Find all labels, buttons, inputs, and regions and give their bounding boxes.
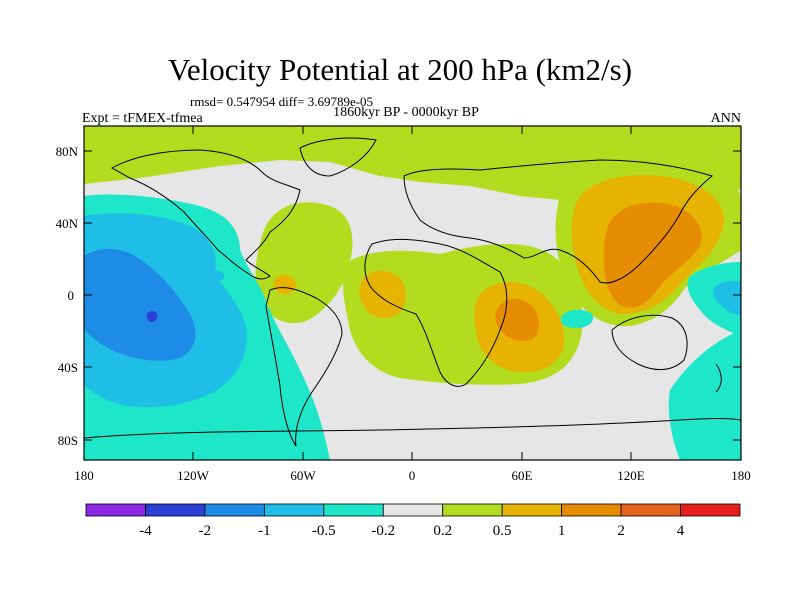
colorbar-label: 0.2	[433, 523, 452, 539]
colorbar-swatch	[620, 503, 681, 517]
colorbar-swatch	[145, 503, 206, 517]
lat-label: 80S	[58, 433, 78, 448]
contour-negative-east-pacific-right	[687, 262, 741, 336]
rmsd-stats: rmsd= 0.547954 diff= 3.69789e-05	[190, 94, 374, 109]
lat-label: 80N	[56, 144, 79, 159]
colorbar-swatch	[85, 503, 146, 517]
experiment-label: Expt = tFMEX-tfmea	[82, 111, 203, 126]
contour-negative-southwest-pacific	[668, 330, 741, 460]
lat-label: 40N	[56, 216, 79, 231]
contour-negative-east-pacific-edge	[177, 266, 225, 285]
lat-label: 40S	[58, 360, 78, 375]
colorbar-swatch	[442, 503, 503, 517]
colorbar-swatch	[204, 503, 265, 517]
colorbar-swatch	[561, 503, 622, 517]
contour-negative-indian-ocean	[560, 309, 594, 328]
contour-negative-pacific-center	[84, 248, 196, 361]
lon-label: 60W	[290, 468, 316, 483]
colorbar-label: 1	[558, 523, 566, 539]
colorbar-label: 4	[677, 523, 685, 539]
longitude-ticks	[83, 126, 742, 460]
plot-title: Velocity Potential at 200 hPa (km2/s)	[167, 52, 633, 87]
lon-label: 180	[731, 468, 751, 483]
colorbar-label: 2	[617, 523, 625, 539]
colorbar-labels: -4 -2 -1 -0.5 -0.2 0.2 0.5 1 2 4	[139, 523, 685, 539]
contour-0p5-west-africa	[359, 270, 406, 319]
colorbar-swatch	[323, 503, 384, 517]
colorbar-label: 0.5	[493, 523, 512, 539]
coastlines	[84, 137, 741, 447]
colorbar-swatch	[680, 503, 741, 517]
lat-label: 0	[68, 288, 75, 303]
colorbar-label: -2	[199, 523, 212, 539]
colorbar-swatch	[263, 503, 325, 517]
colorbar-swatch	[501, 503, 563, 517]
lon-label: 0	[409, 468, 416, 483]
colorbar-label: -4	[139, 523, 152, 539]
colorbar	[85, 503, 741, 517]
contour-0p5-caribbean	[273, 274, 297, 295]
latitude-ticks	[84, 150, 741, 441]
lon-label: 120W	[177, 468, 210, 483]
colorbar-label: -0.5	[312, 523, 336, 539]
period-subtitle: 1860kyr BP - 0000kyr BP	[333, 105, 479, 120]
lon-label: 180	[74, 468, 94, 483]
colorbar-label: -1	[258, 523, 271, 539]
colorbar-label: -0.2	[371, 523, 395, 539]
colorbar-swatch	[382, 503, 444, 517]
lon-label: 60E	[512, 468, 533, 483]
season-label: ANN	[710, 111, 741, 126]
lon-label: 120E	[617, 468, 645, 483]
contour-negative-east-pacific-right-core	[713, 280, 741, 316]
contour-negative-pacific-minimum	[146, 311, 158, 322]
contour-1-asia	[604, 202, 702, 308]
velocity-potential-map	[84, 126, 741, 460]
